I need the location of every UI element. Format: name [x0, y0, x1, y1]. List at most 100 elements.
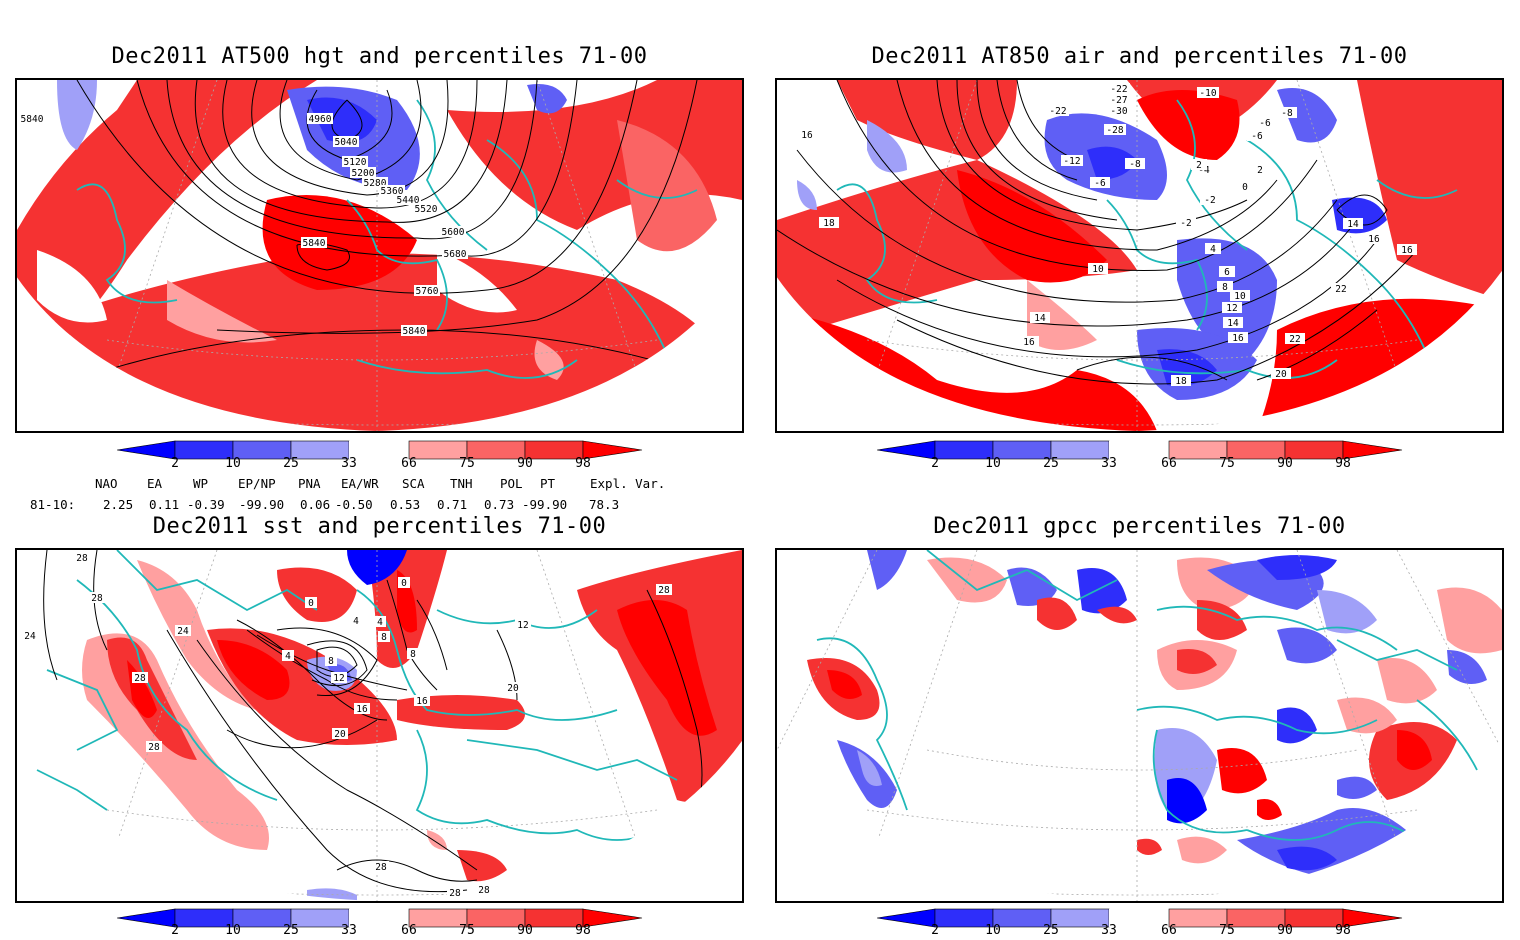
contour-label: 24 [22, 630, 38, 642]
svg-text:5520: 5520 [415, 204, 438, 215]
colorbar-tick: 75 [459, 923, 475, 938]
svg-text:-22: -22 [1049, 106, 1066, 117]
contour-label: 14 [1030, 312, 1050, 324]
contour-label: 28 [373, 861, 389, 873]
contour-label: 22 [1285, 333, 1305, 345]
contour-label: 8 [407, 648, 419, 660]
svg-text:28: 28 [91, 593, 103, 604]
contour-label: -22 [1108, 83, 1130, 95]
colorbar-tick: 25 [1043, 923, 1059, 938]
colorbar-tick: 90 [1277, 923, 1293, 938]
contour-label: 5840 [401, 325, 427, 337]
svg-text:24: 24 [24, 631, 36, 642]
colorbar-tick: 98 [575, 456, 591, 471]
contour-label: 4 [1205, 243, 1221, 255]
colorbar-tick: 98 [575, 923, 591, 938]
colorbar-tick: 10 [985, 923, 1001, 938]
index-value: -99.90 [522, 497, 568, 512]
svg-text:5840: 5840 [21, 114, 44, 125]
svg-text:5200: 5200 [352, 168, 375, 179]
map-air: -22 -27 -30 -22 -28 -12 -8 -6 -10 -8 -6 … [775, 78, 1504, 433]
index-value: -0.39 [187, 497, 225, 512]
contour-label: 14 [1223, 317, 1243, 329]
index-header: EA/WR [341, 476, 379, 491]
contour-label: 5360 [379, 185, 405, 197]
index-header: PT [540, 476, 556, 491]
index-value: 0.53 [390, 497, 421, 512]
contour-label: 20 [1271, 368, 1291, 380]
contour-label: -2 [1176, 217, 1196, 229]
colorbar-tick: 2 [171, 456, 179, 471]
contour-label: 16 [1019, 336, 1039, 348]
svg-text:5280: 5280 [364, 178, 387, 189]
colorbar-tick: 66 [401, 923, 417, 938]
colorbar-tick: 2 [931, 456, 939, 471]
contour-label: 4 [282, 650, 294, 662]
svg-text:28: 28 [134, 673, 146, 684]
contour-label: 5840 [301, 237, 327, 249]
colorbar-tick: 10 [225, 923, 241, 938]
svg-text:10: 10 [1092, 264, 1104, 275]
contour-label: 20 [332, 728, 348, 740]
contour-label: 8 [378, 631, 390, 643]
contour-label: -6 [1255, 117, 1275, 129]
contour-label: 4 [350, 615, 362, 627]
contour-label: 5120 [342, 156, 368, 168]
svg-text:4960: 4960 [309, 114, 332, 125]
colorbar-air: 2 10 25 33 66 75 90 98 [876, 440, 1403, 480]
contour-label: 5760 [414, 285, 440, 297]
svg-text:-10: -10 [1199, 88, 1216, 99]
svg-text:12: 12 [1226, 303, 1237, 314]
map-hgt: 5840 4960 5040 5120 5200 5280 5360 5440 … [15, 78, 744, 433]
svg-text:-2: -2 [1180, 218, 1191, 229]
contour-label: 12 [1222, 302, 1242, 314]
colorbar-tick: 66 [401, 456, 417, 471]
svg-text:5840: 5840 [303, 238, 326, 249]
svg-text:14: 14 [1034, 313, 1046, 324]
colorbar-tick: 25 [283, 923, 299, 938]
contour-label: 10 [1088, 263, 1108, 275]
contour-label: 14 [1343, 218, 1363, 230]
index-value: 0.73 [484, 497, 515, 512]
svg-text:-4: -4 [1198, 165, 1210, 176]
contour-label: 18 [819, 217, 839, 229]
colorbar-tick: 33 [1101, 456, 1117, 471]
index-value: -99.90 [239, 497, 285, 512]
contour-label: 5200 [350, 167, 376, 179]
svg-text:5760: 5760 [416, 286, 439, 297]
colorbar-tick: 90 [517, 923, 533, 938]
svg-text:28: 28 [658, 585, 670, 596]
svg-text:12: 12 [333, 673, 344, 684]
svg-text:4: 4 [1210, 244, 1216, 255]
colorbar-tick: 75 [1219, 923, 1235, 938]
index-value: -0.50 [335, 497, 373, 512]
svg-text:8: 8 [328, 656, 334, 667]
colorbar-sst: 2 10 25 33 66 75 90 98 [116, 908, 643, 940]
contour-label: 10 [1230, 290, 1250, 302]
contour-label: 5600 [440, 226, 466, 238]
svg-text:-30: -30 [1110, 106, 1127, 117]
contour-label: 28 [146, 741, 162, 753]
svg-text:-12: -12 [1063, 156, 1080, 167]
svg-text:-2: -2 [1204, 195, 1215, 206]
colorbar-tick: 25 [283, 456, 299, 471]
svg-text:4: 4 [353, 616, 359, 627]
contour-label: 28 [89, 592, 105, 604]
contour-label: 16 [1228, 332, 1248, 344]
svg-text:2: 2 [1196, 160, 1202, 171]
colorbar-tick: 75 [1219, 456, 1235, 471]
map-gpcc [775, 548, 1504, 903]
index-value: 2.25 [103, 497, 134, 512]
contour-label: 28 [132, 672, 148, 684]
svg-text:18: 18 [1175, 376, 1187, 387]
svg-text:5040: 5040 [335, 137, 358, 148]
panel-title-air: Dec2011 AT850 air and percentiles 71-00 [871, 44, 1408, 69]
colorbar-tick: 2 [171, 923, 179, 938]
colorbar-tick: 10 [225, 456, 241, 471]
colorbar-tick: 25 [1043, 456, 1059, 471]
colorbar-tick: 33 [341, 923, 357, 938]
contour-label: 0 [398, 577, 410, 589]
svg-text:5440: 5440 [397, 195, 420, 206]
svg-text:8: 8 [410, 649, 416, 660]
svg-text:28: 28 [449, 888, 461, 899]
